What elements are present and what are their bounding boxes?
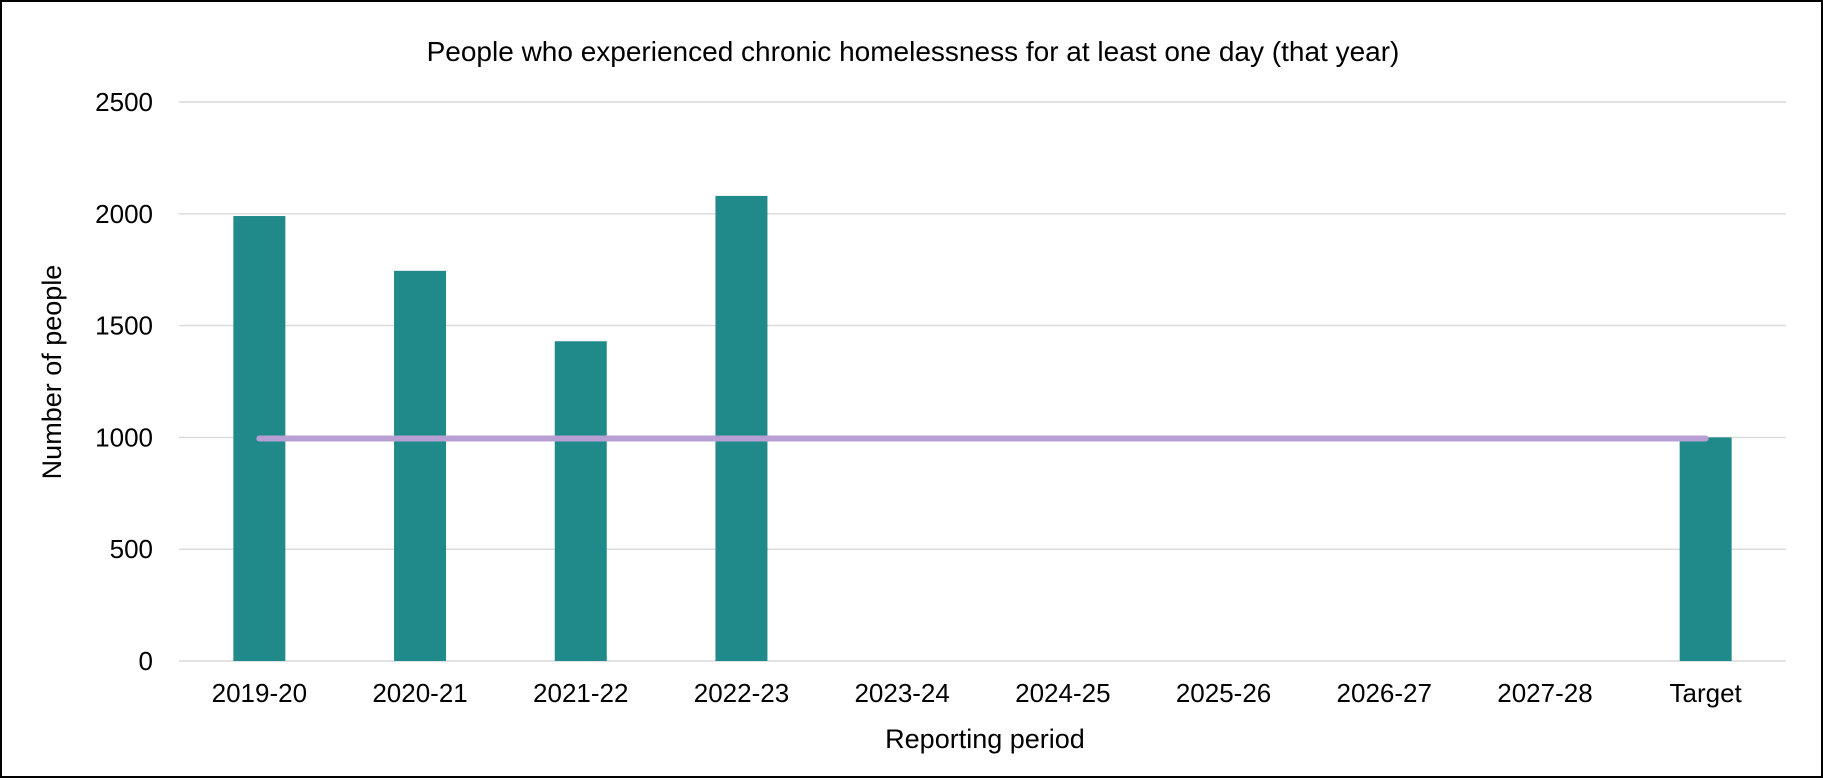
x-tick-label: 2022-23 — [694, 678, 789, 708]
x-tick-label: 2026-27 — [1337, 678, 1432, 708]
x-tick-label: 2020-21 — [372, 678, 467, 708]
y-axis-tick-labels: 0 500 1000 1500 2000 2500 — [95, 87, 153, 676]
bar-2020-21 — [394, 270, 447, 661]
y-tick-label: 0 — [139, 646, 153, 676]
y-tick-label: 1500 — [95, 311, 153, 341]
y-tick-label: 500 — [110, 534, 153, 564]
x-tick-label: 2019-20 — [212, 678, 307, 708]
x-tick-label: 2025-26 — [1176, 678, 1271, 708]
x-axis-title: Reporting period — [885, 724, 1085, 754]
x-tick-label: 2021-22 — [533, 678, 628, 708]
bar-2022-23 — [715, 195, 768, 662]
y-tick-label: 2500 — [95, 87, 153, 117]
x-tick-label: Target — [1670, 678, 1743, 708]
x-tick-label: 2024-25 — [1015, 678, 1110, 708]
x-tick-label: 2023-24 — [854, 678, 949, 708]
bar-target — [1679, 437, 1732, 661]
y-tick-label: 2000 — [95, 199, 153, 229]
x-axis-tick-labels: 2019-20 2020-21 2021-22 2022-23 2023-24 2024-… — [212, 678, 1743, 708]
y-tick-label: 1000 — [95, 422, 153, 452]
bar-series — [233, 195, 1732, 662]
y-axis-title: Number of people — [37, 265, 67, 480]
bar-2021-22 — [554, 341, 607, 661]
x-tick-label: 2027-28 — [1497, 678, 1592, 708]
chart-title: People who experienced chronic homelessn… — [427, 36, 1400, 67]
